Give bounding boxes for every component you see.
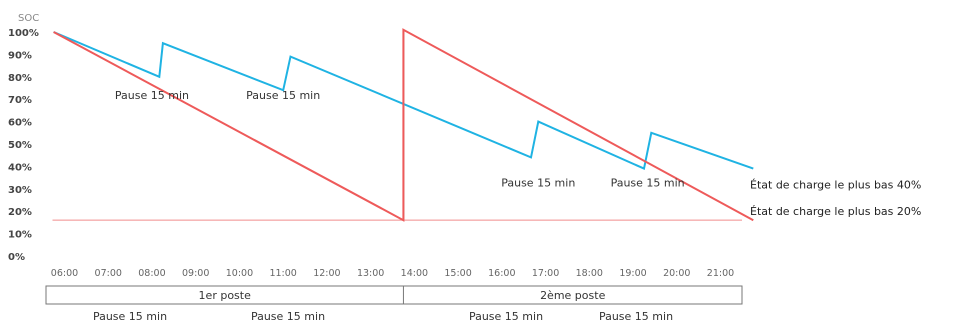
x-tick-label: 21:00: [707, 268, 734, 279]
blue-soc-line: [53, 31, 754, 171]
x-tick-label: 07:00: [95, 268, 122, 279]
shift-pause-label: Pause 15 min: [93, 310, 167, 323]
x-tick-label: 19:00: [619, 268, 646, 279]
shift-pause-label: Pause 15 min: [599, 310, 673, 323]
x-tick-label: 13:00: [357, 268, 384, 279]
y-tick-label: 70%: [8, 95, 32, 106]
y-tick-label: 80%: [8, 73, 32, 84]
x-tick-label: 15:00: [444, 268, 471, 279]
annotations: Pause 15 min Pause 15 min Pause 15 min Paus…: [115, 89, 685, 189]
red-soc-line: [53, 28, 754, 222]
y-tick-label: 40%: [8, 162, 32, 173]
shift-table: 1er poste Pause 15 min Pause 15 min 2ème po…: [45, 285, 743, 323]
y-tick-label: 0%: [8, 252, 25, 263]
pause-annotation: Pause 15 min: [611, 177, 685, 190]
shift-pause-label: Pause 15 min: [469, 310, 543, 323]
x-tick-label: 09:00: [182, 268, 209, 279]
y-tick-label: 10%: [8, 230, 32, 241]
lowest-soc-label: État de charge le plus bas 40%: [750, 178, 921, 191]
shift-label: 2ème poste: [540, 289, 606, 302]
x-axis: 06:00 07:00 08:00 09:00 10:00 11:00 12:00 13:00…: [51, 268, 734, 279]
y-tick-label: 60%: [8, 118, 32, 129]
y-tick-label: 20%: [8, 207, 32, 218]
x-tick-label: 16:00: [488, 268, 515, 279]
pause-annotation: Pause 15 min: [115, 89, 189, 102]
x-tick-label: 08:00: [138, 268, 165, 279]
pause-annotation: Pause 15 min: [501, 177, 575, 190]
series-layer: [52, 28, 754, 222]
y-tick-label: 50%: [8, 140, 32, 151]
pause-annotation: Pause 15 min: [246, 89, 320, 102]
shift-table-frame: [45, 285, 743, 305]
x-tick-label: 20:00: [663, 268, 690, 279]
x-tick-label: 10:00: [226, 268, 253, 279]
shift-label: 1er poste: [199, 289, 252, 302]
x-tick-label: 18:00: [576, 268, 603, 279]
y-tick-label: 90%: [8, 50, 32, 61]
x-tick-label: 11:00: [269, 268, 296, 279]
x-tick-label: 06:00: [51, 268, 78, 279]
x-tick-label: 14:00: [401, 268, 428, 279]
y-tick-label: 100%: [8, 28, 39, 39]
y-axis: SOC 0% 10% 20% 30% 40% 50% 60% 70% 80% 90% 100%: [8, 13, 39, 263]
x-tick-label: 17:00: [532, 268, 559, 279]
lowest-soc-label: État de charge le plus bas 20%: [750, 205, 921, 218]
y-tick-label: 30%: [8, 185, 32, 196]
shift-pause-label: Pause 15 min: [251, 310, 325, 323]
side-labels: État de charge le plus bas 40% État de ch…: [750, 178, 921, 218]
x-tick-label: 12:00: [313, 268, 340, 279]
y-axis-title: SOC: [18, 13, 39, 24]
